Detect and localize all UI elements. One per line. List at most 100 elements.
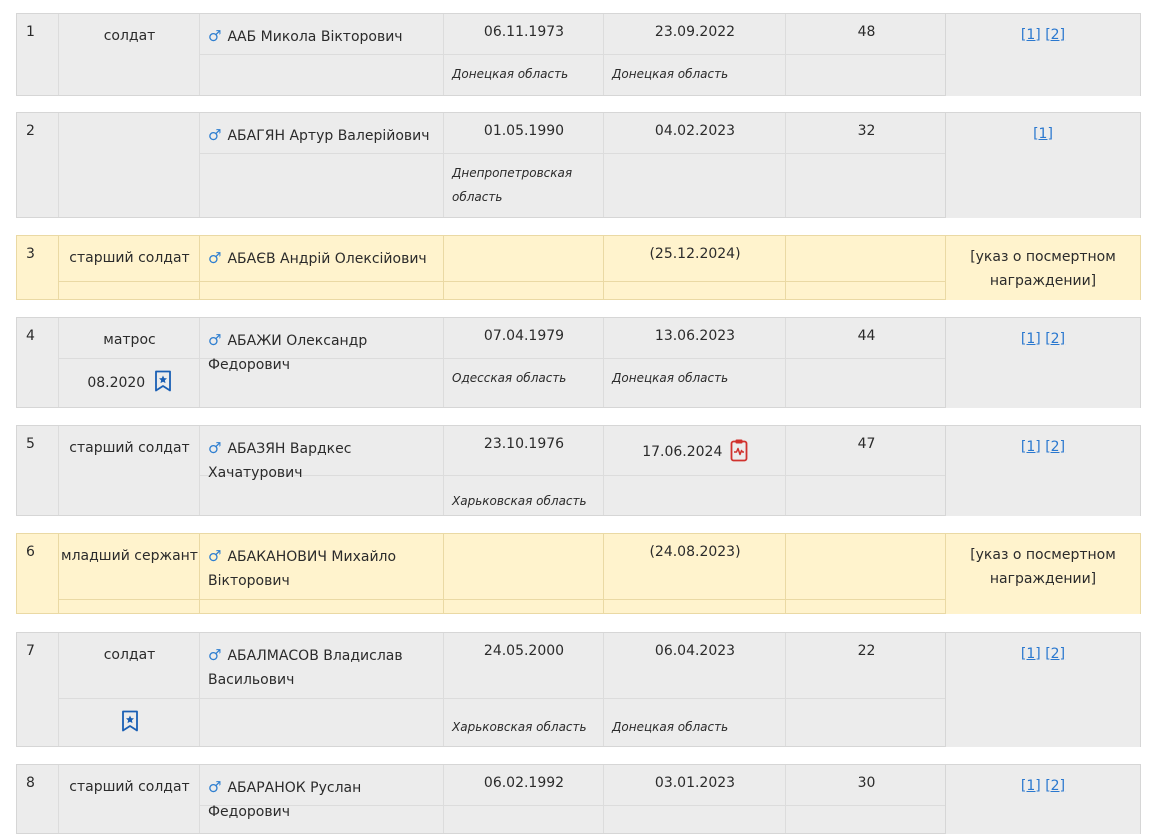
- death-date: 03.01.2023: [654, 775, 736, 791]
- source-links: [1]: [946, 112, 1141, 218]
- death-date: (24.08.2023): [649, 544, 741, 560]
- row-number: 4: [26, 328, 35, 344]
- row-number: 8: [26, 775, 35, 791]
- source-link-1[interactable]: [1]: [1020, 439, 1041, 455]
- death-date: 13.06.2023: [654, 328, 736, 344]
- source-link-2[interactable]: [2]: [1045, 439, 1066, 455]
- age: [786, 534, 947, 544]
- death-region: Донецкая область: [612, 67, 729, 81]
- record-7: 7 солдат ♂ АБАЛМАСОВ Владислав Васильович…: [16, 632, 1141, 747]
- rank: старший солдат: [69, 779, 190, 795]
- death-region: [604, 153, 786, 161]
- row-number: 5: [26, 436, 35, 452]
- birth-date: 06.02.1992: [483, 775, 565, 791]
- age: 30: [857, 775, 876, 791]
- medical-report-icon[interactable]: [730, 438, 748, 466]
- record-table: 3 старший солдат ♂ АБАЄВ Андрій Олексійов…: [16, 235, 946, 300]
- name-text: АБАЄВ Андрій Олексійович: [227, 251, 427, 267]
- rank: младший сержант: [61, 548, 198, 564]
- death-date: 06.04.2023: [654, 643, 736, 659]
- person-name[interactable]: ♂ АБАЄВ Андрій Олексійович: [200, 236, 444, 271]
- birth-region: Донецкая область: [452, 67, 569, 81]
- name-text: АБАГЯН Артур Валерійович: [227, 128, 430, 144]
- decree-text: [указ о посмертном награждении]: [970, 547, 1116, 587]
- birth-date: 01.05.1990: [483, 123, 565, 139]
- record-table: 1 солдат ♂ ААБ Микола Вікторович 06.11.19…: [16, 13, 946, 96]
- rank: старший солдат: [69, 250, 190, 266]
- death-date: 17.06.2024: [642, 444, 723, 460]
- male-icon: ♂: [208, 249, 222, 267]
- person-name[interactable]: ♂ АБАРАНОК Руслан Федорович: [200, 765, 444, 824]
- person-name[interactable]: ♂ АБАГЯН Артур Валерійович: [200, 113, 444, 148]
- male-icon: ♂: [208, 126, 222, 144]
- source-link-1[interactable]: [1]: [1020, 27, 1041, 43]
- row-number: 1: [26, 24, 35, 40]
- male-icon: ♂: [208, 646, 222, 664]
- name-text: АБАРАНОК Руслан Федорович: [208, 780, 362, 820]
- birth-date: 24.05.2000: [483, 643, 565, 659]
- source-link-2[interactable]: [2]: [1045, 331, 1066, 347]
- rank: [59, 113, 200, 123]
- name-text: АБАЗЯН Вардкес Хачатурович: [208, 441, 352, 481]
- person-name[interactable]: ♂ АБАКАНОВИЧ Михайло Вікторович: [200, 534, 444, 593]
- row-number: 3: [26, 246, 35, 262]
- person-name[interactable]: ♂ АБАЖИ Олександр Федорович: [200, 318, 444, 377]
- rank: солдат: [103, 647, 156, 663]
- person-name[interactable]: ♂ ААБ Микола Вікторович: [200, 14, 444, 49]
- rank: солдат: [103, 28, 156, 44]
- birth-region: Днепропетровская область: [452, 166, 573, 204]
- record-table: 2 ♂ АБАГЯН Артур Валерійович 01.05.1990 0…: [16, 112, 946, 218]
- source-links: [1] [2]: [946, 764, 1141, 834]
- death-date-cell: 17.06.2024: [604, 426, 786, 466]
- age: 48: [857, 24, 876, 40]
- death-date: 23.09.2022: [654, 24, 736, 40]
- decree-note[interactable]: [указ о посмертном награждении]: [946, 533, 1141, 614]
- source-link-1[interactable]: [1]: [1020, 331, 1041, 347]
- death-date: (25.12.2024): [649, 246, 741, 262]
- row-number: 2: [26, 123, 35, 139]
- death-region: Донецкая область: [612, 720, 729, 734]
- person-name[interactable]: ♂ АБАЗЯН Вардкес Хачатурович: [200, 426, 444, 485]
- row-number: 7: [26, 643, 35, 659]
- source-link-1[interactable]: [1]: [1033, 126, 1053, 142]
- record-3: 3 старший солдат ♂ АБАЄВ Андрій Олексійов…: [16, 235, 1141, 300]
- decree-note[interactable]: [указ о посмертном награждении]: [946, 235, 1141, 300]
- source-link-2[interactable]: [2]: [1045, 646, 1066, 662]
- record-2: 2 ♂ АБАГЯН Артур Валерійович 01.05.1990 0…: [16, 112, 1141, 218]
- birth-date: 06.11.1973: [483, 24, 565, 40]
- record-6: 6 младший сержант ♂ АБАКАНОВИЧ Михайло Ві…: [16, 533, 1141, 614]
- male-icon: ♂: [208, 27, 222, 45]
- birth-date: 07.04.1979: [483, 328, 565, 344]
- bookmark-star-icon[interactable]: [154, 370, 172, 396]
- source-links: [1] [2]: [946, 13, 1141, 96]
- birth-region: Харьковская область: [452, 720, 587, 734]
- person-name[interactable]: ♂ АБАЛМАСОВ Владислав Васильович: [200, 633, 444, 692]
- record-table: 5 старший солдат ♂ АБАЗЯН Вардкес Хачатур…: [16, 425, 946, 516]
- male-icon: ♂: [208, 439, 222, 457]
- source-links: [1] [2]: [946, 632, 1141, 747]
- source-links: [1] [2]: [946, 317, 1141, 408]
- age: 32: [857, 123, 876, 139]
- record-1: 1 солдат ♂ ААБ Микола Вікторович 06.11.19…: [16, 13, 1141, 96]
- name-text: АБАЖИ Олександр Федорович: [208, 333, 368, 373]
- row-number: 6: [26, 544, 35, 560]
- source-link-2[interactable]: [2]: [1045, 778, 1066, 794]
- rank: матрос: [103, 332, 156, 348]
- death-date: 04.02.2023: [654, 123, 736, 139]
- award-info: 08.2020: [59, 370, 200, 396]
- name-text: АБАКАНОВИЧ Михайло Вікторович: [208, 549, 397, 589]
- source-link-2[interactable]: [2]: [1045, 27, 1066, 43]
- name-text: ААБ Микола Вікторович: [227, 29, 403, 45]
- age: 22: [857, 643, 876, 659]
- decree-text: [указ о посмертном награждении]: [970, 249, 1116, 289]
- source-link-1[interactable]: [1]: [1020, 646, 1041, 662]
- name-text: АБАЛМАСОВ Владислав Васильович: [208, 648, 403, 688]
- bookmark-star-icon[interactable]: [121, 710, 139, 736]
- award-date: 08.2020: [87, 375, 146, 391]
- record-table: 4 матрос ♂ АБАЖИ Олександр Федорович 07.0…: [16, 317, 946, 408]
- birth-region: Харьковская область: [452, 494, 587, 508]
- record-5: 5 старший солдат ♂ АБАЗЯН Вардкес Хачатур…: [16, 425, 1141, 516]
- source-link-1[interactable]: [1]: [1020, 778, 1041, 794]
- age: 44: [857, 328, 876, 344]
- male-icon: ♂: [208, 331, 222, 349]
